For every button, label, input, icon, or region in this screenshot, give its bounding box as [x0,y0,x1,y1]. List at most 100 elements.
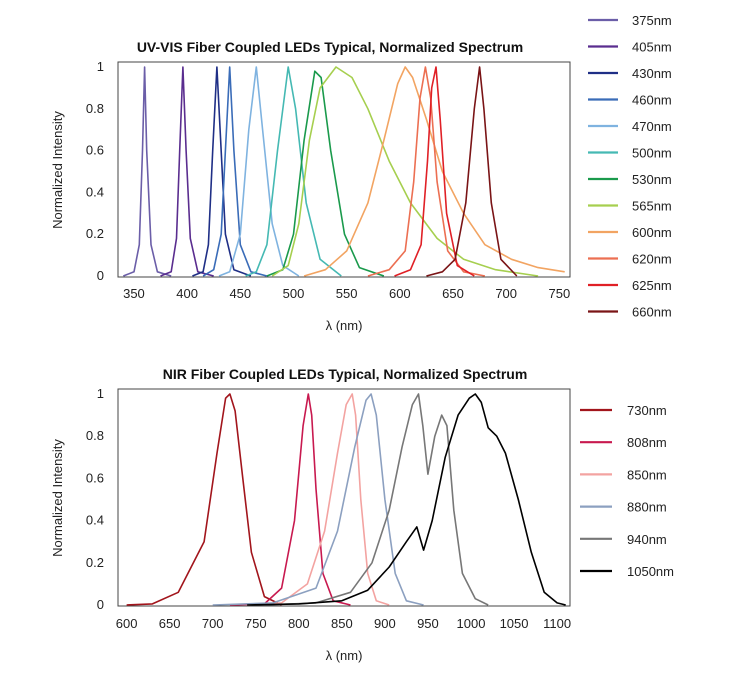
series-line-1050nm [247,393,566,606]
x-tick-label: 950 [417,616,439,631]
x-tick-label: 750 [549,286,571,301]
y-tick-label: 0 [97,268,104,283]
y-tick-label: 0.4 [86,513,104,528]
legend-label: 940nm [627,532,667,547]
x-tick-label: 700 [202,616,224,631]
x-tick-label: 850 [331,616,353,631]
y-tick-label: 0.4 [86,184,104,199]
x-tick-label: 800 [288,616,310,631]
x-tick-label: 750 [245,616,267,631]
legend-label: 470nm [632,119,672,134]
plot-area-frame [117,388,571,607]
y-tick-label: 0.8 [86,101,104,116]
legend-item: 500nm [588,146,672,161]
legend-item: 470nm [588,119,672,134]
x-tick-label: 900 [374,616,396,631]
series-line-808nm [229,393,351,606]
legend-label: 620nm [632,252,672,267]
y-tick-label: 0.2 [86,226,104,241]
series-line-470nm [218,66,300,277]
uv-vis-chart: UV-VIS Fiber Coupled LEDs Typical, Norma… [50,13,672,333]
tick-layer: 350 400 450 500 550 600 650 700 750 0 0.2 0.4 0.6 0.8… [86,59,570,301]
x-tick-label: 400 [176,286,198,301]
legend-item: 730nm [580,403,667,418]
y-tick-label: 0 [97,597,104,612]
legend-label: 850nm [627,467,667,482]
legend-item: 880nm [580,500,667,515]
y-tick-label: 0.6 [86,143,104,158]
legend-item: 565nm [588,199,672,214]
legend: 375nm 405nm 430nm 460nm 470nm 500nm 530nm 565nm… [588,13,672,320]
series-line-730nm [126,393,282,606]
legend-label: 808nm [627,435,667,450]
legend-item: 660nm [588,305,672,320]
legend-label: 430nm [632,66,672,81]
legend-label: 375nm [632,13,672,28]
legend-item: 405nm [588,40,672,55]
legend-label: 625nm [632,278,672,293]
x-tick-label: 450 [229,286,251,301]
legend-item: 808nm [580,435,667,450]
legend-label: 730nm [627,403,667,418]
y-tick-label: 0.6 [86,470,104,485]
chart-title: UV-VIS Fiber Coupled LEDs Typical, Norma… [137,39,523,55]
legend-item: 530nm [588,172,672,187]
series-line-620nm [367,66,486,277]
chart-title: NIR Fiber Coupled LEDs Typical, Normaliz… [163,366,528,382]
legend-label: 1050nm [627,564,674,579]
legend-label: 405nm [632,40,672,55]
x-tick-label: 650 [159,616,181,631]
series-line-430nm [192,66,252,277]
legend-item: 940nm [580,532,667,547]
series-layer [126,393,566,606]
legend-label: 565nm [632,199,672,214]
series-line-500nm [245,66,342,277]
legend-label: 880nm [627,500,667,515]
nir-chart: NIR Fiber Coupled LEDs Typical, Normaliz… [50,366,674,663]
legend-label: 460nm [632,93,672,108]
x-tick-label: 350 [123,286,145,301]
x-axis-label: λ (nm) [326,318,363,333]
legend: 730nm 808nm 850nm 880nm 940nm 1050nm [580,403,674,579]
y-axis-label: Normalized Intensity [50,111,65,229]
x-tick-label: 1050 [500,616,529,631]
legend-item: 625nm [588,278,672,293]
series-line-880nm [212,393,424,606]
legend-item: 850nm [580,467,667,482]
y-tick-label: 0.8 [86,428,104,443]
series-line-375nm [123,66,172,277]
x-tick-label: 500 [283,286,305,301]
series-layer [123,66,565,277]
x-tick-label: 600 [389,286,411,301]
legend-item: 620nm [588,252,672,267]
x-axis-label: λ (nm) [326,648,363,663]
y-axis-label: Normalized Intensity [50,439,65,557]
series-line-530nm [266,70,385,277]
series-line-460nm [202,66,268,277]
y-tick-label: 1 [97,59,104,74]
x-tick-label: 1100 [543,616,571,631]
series-line-940nm [264,393,489,606]
legend-item: 1050nm [580,564,674,579]
legend-label: 660nm [632,305,672,320]
legend-item: 430nm [588,66,672,81]
x-tick-label: 700 [495,286,517,301]
legend-item: 460nm [588,93,672,108]
legend-label: 600nm [632,225,672,240]
x-tick-label: 650 [442,286,464,301]
y-tick-label: 0.2 [86,555,104,570]
series-line-600nm [303,66,565,277]
x-tick-label: 550 [336,286,358,301]
series-line-565nm [271,66,539,277]
tick-layer: 600 650 700 750 800 850 900 950 1000 1050 1100 0 0.2… [86,386,571,631]
series-line-625nm [394,66,475,277]
plot-area-frame [117,61,571,278]
series-line-405nm [160,66,214,277]
x-tick-label: 1000 [457,616,486,631]
series-line-660nm [426,66,518,277]
legend-item: 600nm [588,225,672,240]
legend-item: 375nm [588,13,672,28]
series-line-850nm [247,393,390,606]
x-tick-label: 600 [116,616,138,631]
